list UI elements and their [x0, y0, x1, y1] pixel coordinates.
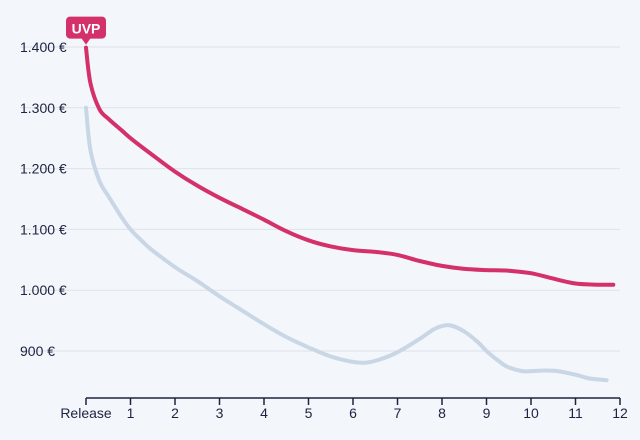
x-tick-label: 2 — [171, 405, 179, 421]
x-tick-label: 4 — [260, 405, 268, 421]
x-tick-label: 11 — [568, 405, 583, 421]
grid-lines — [20, 46, 620, 352]
y-axis-labels: 900 € 1.000 € 1.100 € 1.200 € 1.300 € 1.400 € — [20, 39, 67, 359]
y-tick-label: 1.300 € — [20, 100, 67, 116]
y-tick-label: 1.100 € — [20, 221, 67, 237]
y-tick-label: 1.000 € — [20, 282, 67, 298]
series-line-comparison — [84, 105, 609, 383]
uvp-callout: UVP — [66, 16, 106, 45]
x-tick-label: 10 — [523, 405, 539, 421]
uvp-callout-box — [66, 16, 106, 39]
uvp-callout-pointer — [81, 37, 91, 45]
series-line-uvp — [84, 45, 616, 287]
y-tick-label: 900 € — [20, 343, 55, 359]
x-tick-label: 1 — [127, 405, 135, 421]
x-tick-label: 12 — [612, 405, 628, 421]
uvp-callout-label: UVP — [72, 21, 101, 37]
x-tick-label: 7 — [394, 405, 402, 421]
x-tick-label: 9 — [483, 405, 491, 421]
y-tick-label: 1.400 € — [20, 39, 67, 55]
x-tick-label: 8 — [438, 405, 446, 421]
x-tick-label: 6 — [349, 405, 357, 421]
x-tick-label: 3 — [216, 405, 224, 421]
y-tick-label: 1.200 € — [20, 161, 67, 177]
series-lines — [84, 45, 616, 383]
x-tick-label: Release — [60, 405, 112, 421]
x-tick-label: 5 — [305, 405, 313, 421]
x-axis: Release 1 2 3 4 5 6 7 8 9 10 11 12 — [60, 397, 628, 421]
